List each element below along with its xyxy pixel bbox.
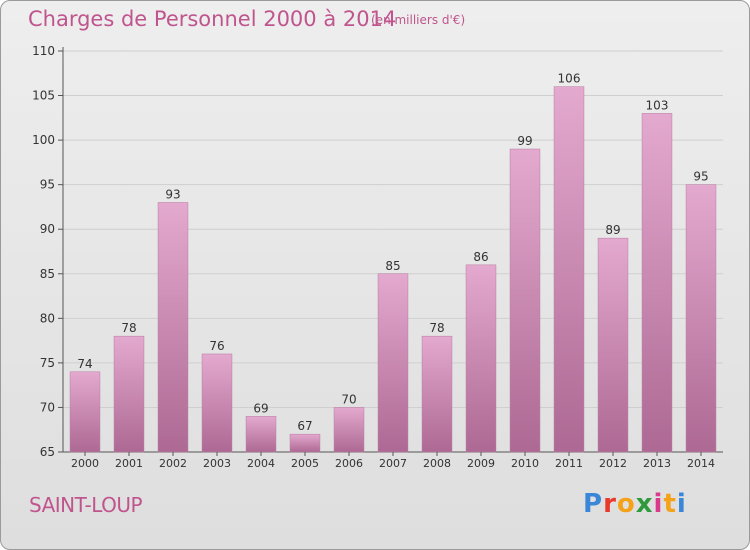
y-tick-label: 90	[40, 222, 55, 236]
bar	[245, 416, 277, 453]
data-label: 76	[209, 339, 224, 353]
data-label: 86	[473, 250, 488, 264]
data-label: 93	[165, 187, 180, 201]
x-tick-label: 2004	[247, 457, 275, 470]
logo-letter: i	[676, 489, 687, 519]
bar	[465, 264, 497, 453]
x-tick-label: 2007	[379, 457, 407, 470]
x-tick-label: 2008	[423, 457, 451, 470]
x-tick-label: 2003	[203, 457, 231, 470]
proxiti-logo: Proxiti	[583, 489, 687, 519]
bar	[597, 237, 629, 453]
data-label: 103	[646, 98, 669, 112]
data-label: 99	[517, 134, 532, 148]
logo-letter: t	[663, 489, 677, 519]
bar	[201, 353, 233, 453]
logo-letter: P	[583, 489, 604, 519]
y-tick-label: 100	[32, 133, 55, 147]
chart-title: Charges de Personnel 2000 à 2014	[28, 7, 397, 31]
commune-name: SAINT-LOUP	[29, 493, 143, 517]
y-tick-label: 95	[40, 178, 55, 192]
x-tick-label: 2002	[159, 457, 187, 470]
x-tick-label: 2005	[291, 457, 319, 470]
chart-unit-note: (en milliers d'€)	[371, 13, 466, 27]
logo-letter: x	[635, 489, 654, 519]
y-tick-label: 65	[40, 445, 55, 459]
y-tick-label: 85	[40, 267, 55, 281]
y-tick-label: 110	[32, 44, 55, 58]
data-label: 78	[121, 321, 136, 335]
x-tick-label: 2006	[335, 457, 363, 470]
logo-letter: i	[653, 489, 664, 519]
logo-letter: o	[616, 489, 636, 519]
y-tick-label: 80	[40, 311, 55, 325]
x-tick-label: 2000	[71, 457, 99, 470]
data-label: 78	[429, 321, 444, 335]
bar	[553, 86, 585, 453]
bar	[69, 371, 101, 453]
bar	[641, 113, 673, 453]
x-tick-label: 2012	[599, 457, 627, 470]
x-tick-label: 2013	[643, 457, 671, 470]
data-label: 67	[297, 419, 312, 433]
bar	[289, 433, 321, 453]
data-label: 74	[77, 357, 92, 371]
bar	[377, 273, 409, 453]
data-label: 85	[385, 259, 400, 273]
bar	[113, 335, 145, 453]
y-tick-label: 70	[40, 400, 55, 414]
bar	[157, 202, 189, 453]
x-tick-label: 2011	[555, 457, 583, 470]
x-tick-label: 2009	[467, 457, 495, 470]
y-tick-label: 105	[32, 89, 55, 103]
data-label: 106	[558, 72, 581, 86]
data-label: 70	[341, 392, 356, 406]
bar	[333, 407, 365, 453]
y-tick-label: 75	[40, 356, 55, 370]
data-label: 95	[693, 170, 708, 184]
x-tick-label: 2014	[687, 457, 715, 470]
bar	[509, 148, 541, 453]
x-tick-label: 2010	[511, 457, 539, 470]
bar	[685, 184, 717, 453]
x-tick-label: 2001	[115, 457, 143, 470]
data-label: 89	[605, 223, 620, 237]
logo-letter: r	[603, 489, 617, 519]
bar	[421, 335, 453, 453]
data-label: 69	[253, 401, 268, 415]
